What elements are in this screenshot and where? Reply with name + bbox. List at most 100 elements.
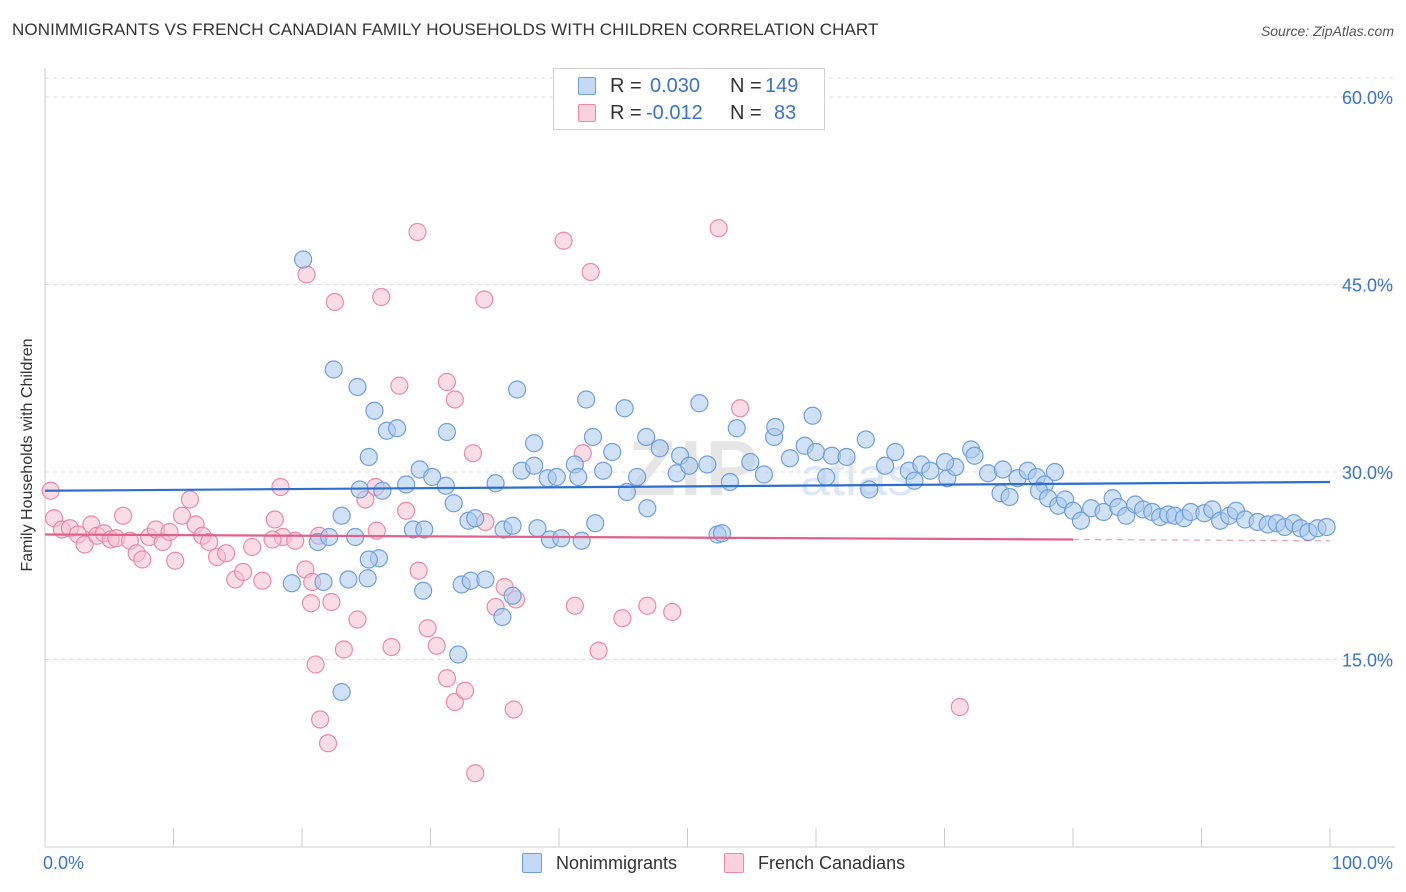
point-nonimmigrants xyxy=(583,427,603,447)
trend-line-french-canadians xyxy=(44,533,1074,541)
legend-swatch-pink xyxy=(724,853,744,873)
point-french-canadians xyxy=(418,619,437,638)
point-french-canadians xyxy=(709,219,728,238)
point-french-canadians xyxy=(950,697,969,717)
point-nonimmigrants xyxy=(603,442,622,462)
y-tick-label: 45.0% xyxy=(1342,276,1393,296)
point-nonimmigrants xyxy=(886,442,905,462)
point-nonimmigrants xyxy=(466,509,485,528)
point-nonimmigrants xyxy=(754,465,774,484)
point-nonimmigrants xyxy=(837,447,856,467)
point-nonimmigrants xyxy=(638,499,657,518)
legend-label-french-canadians: French Canadians xyxy=(758,853,906,873)
trend-line-nonimmigrants xyxy=(44,480,1331,492)
point-nonimmigrants xyxy=(680,456,699,475)
point-french-canadians xyxy=(565,596,584,615)
point-nonimmigrants xyxy=(905,471,924,490)
point-nonimmigrants xyxy=(712,524,732,543)
legend-row-nonimmigrants: R = 0.030 N = 149 xyxy=(554,74,824,100)
point-nonimmigrants xyxy=(650,439,669,458)
point-nonimmigrants xyxy=(486,474,505,493)
trend-extension-french-canadians xyxy=(1072,538,1331,542)
point-nonimmigrants xyxy=(436,476,455,495)
trend-lines xyxy=(44,480,1331,542)
point-nonimmigrants xyxy=(780,449,800,468)
point-french-canadians xyxy=(217,544,236,563)
point-french-canadians xyxy=(554,231,573,250)
chart-title: NONIMMIGRANTS VS FRENCH CANADIAN FAMILY … xyxy=(12,20,879,39)
point-french-canadians xyxy=(372,287,391,307)
point-french-canadians xyxy=(306,655,325,674)
legend-r-value: 0.030 xyxy=(650,75,701,97)
legend-n-label: N = xyxy=(730,102,762,124)
point-nonimmigrants xyxy=(1071,511,1091,530)
point-nonimmigrants xyxy=(875,456,895,475)
point-french-canadians xyxy=(427,636,446,655)
point-nonimmigrants xyxy=(965,446,984,465)
point-french-canadians xyxy=(437,372,457,392)
point-french-canadians xyxy=(301,594,321,613)
legend-n-value: 149 xyxy=(765,75,799,97)
point-french-canadians xyxy=(409,561,428,580)
point-french-canadians xyxy=(348,610,367,629)
point-nonimmigrants xyxy=(503,516,522,535)
point-nonimmigrants xyxy=(577,390,596,409)
legend-n-label: N = xyxy=(730,75,762,97)
point-french-canadians xyxy=(172,506,192,525)
point-french-canadians xyxy=(397,501,416,520)
point-french-canadians xyxy=(475,290,494,309)
point-nonimmigrants xyxy=(508,380,527,399)
point-nonimmigrants xyxy=(806,442,826,462)
point-french-canadians xyxy=(322,592,341,612)
point-nonimmigrants xyxy=(615,399,634,418)
point-french-canadians xyxy=(382,637,401,657)
point-nonimmigrants xyxy=(572,531,591,550)
point-french-canadians xyxy=(318,734,338,753)
point-french-canadians xyxy=(613,609,632,628)
legend-n-value: 83 xyxy=(774,102,797,124)
point-nonimmigrants xyxy=(720,472,740,492)
point-french-canadians xyxy=(265,510,284,529)
point-nonimmigrants xyxy=(493,607,512,627)
x-tick-label: 100.0% xyxy=(1332,853,1393,873)
axes xyxy=(44,68,1395,848)
point-french-canadians xyxy=(334,640,353,659)
point-french-canadians xyxy=(166,551,185,570)
point-nonimmigrants xyxy=(594,461,613,480)
point-nonimmigrants xyxy=(993,460,1012,479)
point-french-canadians xyxy=(253,571,272,590)
point-nonimmigrants xyxy=(766,417,785,437)
point-nonimmigrants xyxy=(444,494,463,513)
point-nonimmigrants xyxy=(741,452,760,472)
point-nonimmigrants xyxy=(358,569,377,588)
point-nonimmigrants xyxy=(856,430,875,449)
point-nonimmigrants xyxy=(860,480,879,499)
point-nonimmigrants xyxy=(282,574,301,593)
point-french-canadians xyxy=(731,399,750,418)
point-nonimmigrants xyxy=(397,475,416,494)
point-nonimmigrants xyxy=(373,481,392,500)
point-nonimmigrants xyxy=(637,427,656,447)
point-french-canadians xyxy=(271,477,290,497)
point-nonimmigrants xyxy=(586,514,605,533)
point-nonimmigrants xyxy=(388,419,407,438)
point-french-canadians xyxy=(263,530,282,549)
point-nonimmigrants xyxy=(690,394,709,413)
point-french-canadians xyxy=(325,292,344,312)
point-french-canadians xyxy=(390,376,409,395)
point-nonimmigrants xyxy=(727,419,746,438)
point-nonimmigrants xyxy=(359,447,378,467)
legend-swatch-pink xyxy=(578,104,596,122)
point-french-canadians xyxy=(445,390,464,409)
point-nonimmigrants xyxy=(359,550,378,569)
point-nonimmigrants xyxy=(314,572,333,592)
series-french-canadians xyxy=(41,219,969,783)
point-nonimmigrants xyxy=(935,452,955,472)
point-french-canadians xyxy=(297,265,316,284)
point-nonimmigrants xyxy=(476,570,495,589)
legend-swatch-blue xyxy=(522,853,542,873)
point-nonimmigrants xyxy=(524,456,544,475)
point-nonimmigrants xyxy=(437,422,457,442)
point-nonimmigrants xyxy=(324,360,343,379)
point-french-canadians xyxy=(463,444,483,463)
